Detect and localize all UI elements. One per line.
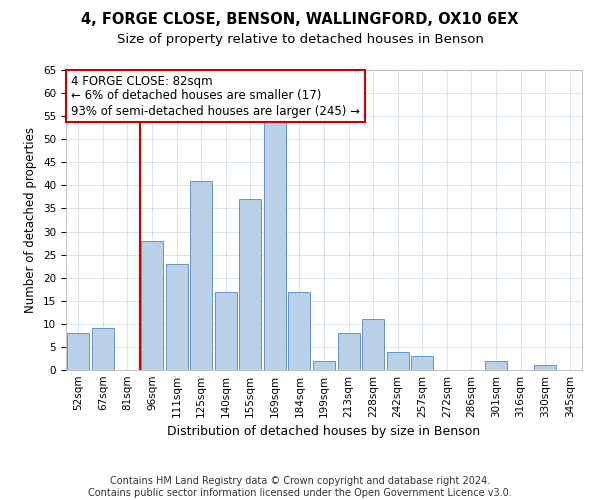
Bar xyxy=(289,292,310,370)
Bar xyxy=(338,333,359,370)
Text: 4, FORGE CLOSE, BENSON, WALLINGFORD, OX10 6EX: 4, FORGE CLOSE, BENSON, WALLINGFORD, OX1… xyxy=(82,12,518,28)
Bar xyxy=(362,319,384,370)
Bar xyxy=(534,366,556,370)
Bar xyxy=(67,333,89,370)
Bar xyxy=(190,181,212,370)
Bar xyxy=(239,199,262,370)
Y-axis label: Number of detached properties: Number of detached properties xyxy=(25,127,37,313)
Bar xyxy=(166,264,188,370)
Bar xyxy=(485,361,507,370)
Text: 4 FORGE CLOSE: 82sqm
← 6% of detached houses are smaller (17)
93% of semi-detach: 4 FORGE CLOSE: 82sqm ← 6% of detached ho… xyxy=(71,74,360,118)
X-axis label: Distribution of detached houses by size in Benson: Distribution of detached houses by size … xyxy=(167,426,481,438)
Bar xyxy=(215,292,237,370)
Bar xyxy=(141,241,163,370)
Text: Contains HM Land Registry data © Crown copyright and database right 2024.
Contai: Contains HM Land Registry data © Crown c… xyxy=(88,476,512,498)
Bar xyxy=(313,361,335,370)
Bar xyxy=(92,328,114,370)
Bar xyxy=(411,356,433,370)
Bar xyxy=(264,121,286,370)
Bar xyxy=(386,352,409,370)
Text: Size of property relative to detached houses in Benson: Size of property relative to detached ho… xyxy=(116,32,484,46)
